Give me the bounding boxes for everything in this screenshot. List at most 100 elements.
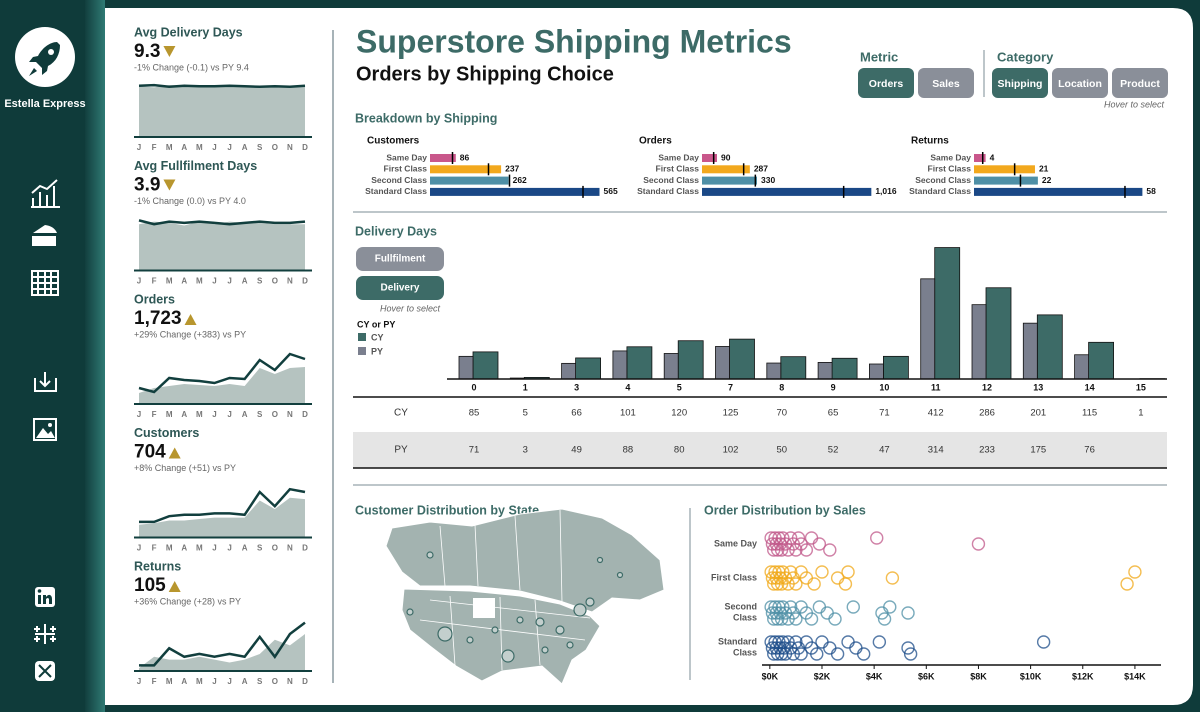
month-label: J xyxy=(227,544,231,553)
download-icon[interactable] xyxy=(34,372,57,392)
filter-button[interactable] xyxy=(1052,68,1108,98)
table-cell: 70 xyxy=(777,408,788,419)
filter-button[interactable] xyxy=(1112,68,1168,98)
bar xyxy=(920,278,936,380)
legend-label: PY xyxy=(371,346,383,356)
bar xyxy=(430,154,456,162)
scatter-point xyxy=(870,531,884,545)
month-label: J xyxy=(227,410,231,419)
filter-button[interactable] xyxy=(992,68,1048,98)
toggle-button[interactable] xyxy=(356,247,444,271)
toggle-button[interactable] xyxy=(356,276,444,300)
bar xyxy=(780,356,807,380)
button-label[interactable]: Sales xyxy=(932,78,960,90)
x-icon[interactable] xyxy=(35,661,55,681)
month-label: J xyxy=(137,544,141,553)
x-tick-label: $10K xyxy=(1020,671,1042,681)
scatter-point xyxy=(883,600,897,614)
category-label: Standard Class xyxy=(637,186,699,196)
category-label: Second Class xyxy=(371,175,427,185)
table-cell: 201 xyxy=(1030,408,1046,419)
table-cell: 47 xyxy=(879,445,890,456)
data-label: 287 xyxy=(754,164,768,174)
scatter-point xyxy=(783,565,798,579)
bar xyxy=(430,176,509,185)
month-label: A xyxy=(242,677,248,686)
y-category-label: Standard Class xyxy=(718,637,757,658)
bar xyxy=(869,363,884,380)
table-cell: 50 xyxy=(777,445,788,456)
panel-title: Returns xyxy=(911,136,949,147)
trend-indicator xyxy=(184,314,197,325)
kpi-change: +36% Change (+28) vs PY xyxy=(134,596,241,606)
cy-line xyxy=(138,219,306,226)
filter-button[interactable] xyxy=(858,68,914,98)
table-cell: 66 xyxy=(571,408,582,419)
category-label: Standard Class xyxy=(365,186,427,196)
section-title: Breakdown by Shipping xyxy=(355,111,497,125)
scatter-point xyxy=(783,531,798,545)
kpi-change: +8% Change (+51) vs PY xyxy=(134,463,236,473)
x-tick-label: 12 xyxy=(982,382,992,392)
x-tick-label: 14 xyxy=(1085,382,1095,392)
nav-chart-icon[interactable] xyxy=(31,179,60,208)
section-title: Order Distribution by Sales xyxy=(704,503,866,517)
scatter-point xyxy=(971,537,986,551)
table-cell: 412 xyxy=(928,408,944,419)
brand-name: Estella Express xyxy=(4,98,85,110)
rocket-icon xyxy=(29,42,60,76)
filter-button[interactable] xyxy=(918,68,974,98)
table-cell: 286 xyxy=(979,408,995,419)
month-label: M xyxy=(166,544,173,553)
scatter-point xyxy=(846,600,860,614)
table-cell: 102 xyxy=(723,445,739,456)
scatter-point xyxy=(791,531,806,545)
month-label: N xyxy=(287,410,293,419)
bar xyxy=(974,165,1035,174)
hint: Hover to select xyxy=(380,303,441,313)
table-cell: 71 xyxy=(879,408,890,419)
py-area xyxy=(139,367,305,404)
month-label: N xyxy=(287,677,293,686)
month-label: S xyxy=(257,410,263,419)
scatter-point xyxy=(885,571,900,585)
scatter-point xyxy=(794,647,808,661)
scatter-point xyxy=(841,565,855,579)
category-label: Same Day xyxy=(386,152,427,162)
map xyxy=(385,508,665,685)
scatter-point xyxy=(1120,577,1134,591)
button-label[interactable]: Fullfilment xyxy=(375,254,426,265)
month-label: M xyxy=(196,677,203,686)
bar xyxy=(575,357,601,380)
button-label[interactable]: Location xyxy=(1058,78,1102,90)
linkedin-icon[interactable] xyxy=(35,587,55,607)
scatter-point xyxy=(823,543,837,557)
month-label: N xyxy=(287,544,293,553)
month-label: A xyxy=(242,410,248,419)
kpi-title: Avg Fullfilment Days xyxy=(134,159,257,173)
button-label[interactable]: Shipping xyxy=(998,78,1043,90)
month-label: J xyxy=(137,143,141,152)
kpi-value: 3.9 xyxy=(134,175,160,196)
month-label: A xyxy=(181,410,187,419)
month-label: F xyxy=(152,410,157,419)
button-label[interactable]: Orders xyxy=(869,78,904,90)
data-label: 237 xyxy=(505,164,519,174)
month-label: J xyxy=(137,677,141,686)
button-label[interactable]: Product xyxy=(1120,78,1160,90)
trend-indicator xyxy=(168,581,181,592)
nav-table-icon[interactable] xyxy=(31,270,59,296)
button-label[interactable]: Delivery xyxy=(381,283,420,294)
filter-label: Metric xyxy=(860,49,898,64)
x-tick-label: 3 xyxy=(574,382,579,392)
table-cell: 101 xyxy=(620,408,636,419)
scatter-point xyxy=(857,647,871,661)
image-icon[interactable] xyxy=(33,418,57,441)
month-label: S xyxy=(257,277,263,286)
tableau-icon[interactable] xyxy=(34,624,56,644)
category-label: Standard Class xyxy=(909,186,971,196)
month-label: M xyxy=(196,410,203,419)
nav-pie-icon[interactable] xyxy=(32,225,57,246)
kpi-title: Customers xyxy=(134,426,199,440)
